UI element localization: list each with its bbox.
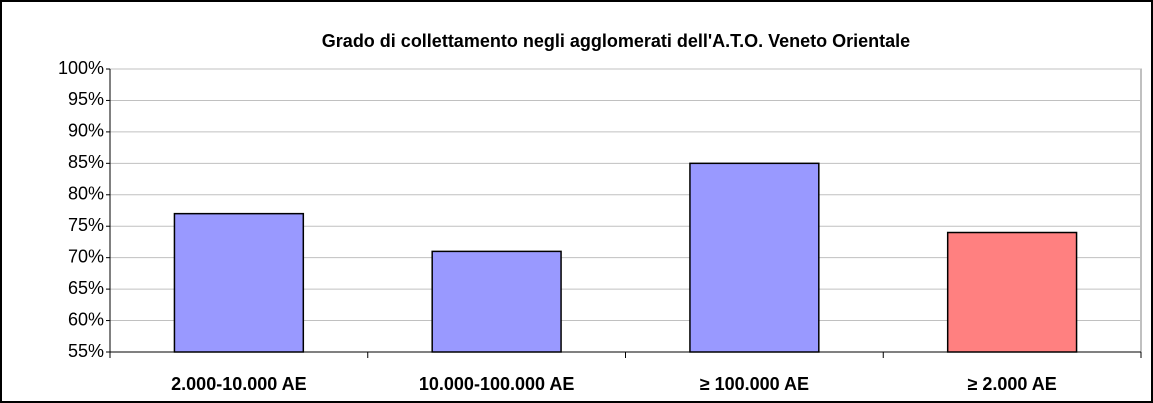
y-tick-label: 100% [58, 58, 104, 78]
y-tick-label: 75% [68, 215, 104, 235]
x-tick-label: 2.000-10.000 AE [171, 374, 306, 394]
y-tick-label: 60% [68, 309, 104, 329]
bar [431, 250, 562, 353]
y-tick-label: 90% [68, 121, 104, 141]
y-tick-label: 65% [68, 278, 104, 298]
chart-title: Grado di collettamento negli agglomerati… [322, 31, 910, 51]
bar [689, 162, 820, 353]
bar [946, 231, 1078, 353]
y-tick-label: 80% [68, 184, 104, 204]
y-tick-label: 70% [68, 246, 104, 266]
x-tick-label: 10.000-100.000 AE [419, 374, 574, 394]
bar [173, 212, 305, 353]
y-tick-label: 55% [68, 341, 104, 361]
y-tick-label: 85% [68, 152, 104, 172]
y-tick-label: 95% [68, 89, 104, 109]
x-tick-label: ≥ 2.000 AE [967, 374, 1056, 394]
x-tick-label: ≥ 100.000 AE [700, 374, 809, 394]
